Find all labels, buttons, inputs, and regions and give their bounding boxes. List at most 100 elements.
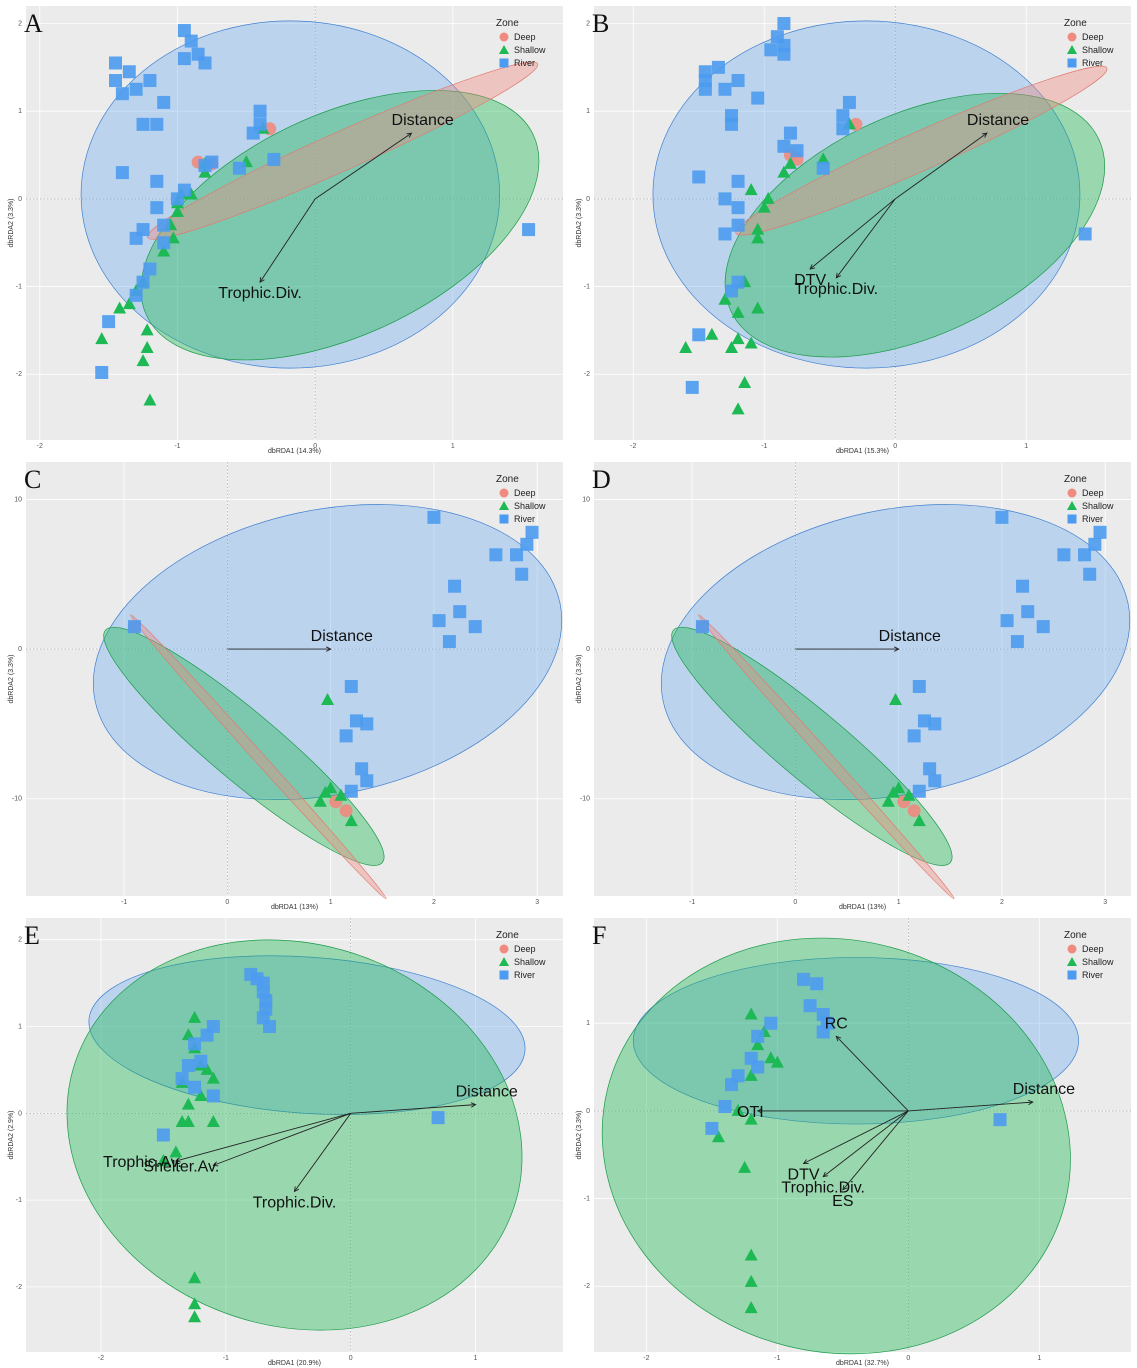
vector-arrow bbox=[314, 132, 412, 200]
y-tick-label: -1 bbox=[16, 284, 22, 291]
point-river bbox=[731, 218, 745, 232]
point-shallow bbox=[95, 332, 109, 345]
vector-label: Distance bbox=[392, 112, 454, 129]
point-river bbox=[200, 1028, 214, 1042]
vector-arrowhead bbox=[981, 132, 988, 138]
legend-title: Zone bbox=[1064, 18, 1087, 29]
x-tick-label: 1 bbox=[1037, 1355, 1041, 1362]
x-tick-label: -2 bbox=[98, 1355, 104, 1362]
vector-label: Distance bbox=[879, 628, 941, 645]
point-river bbox=[175, 1072, 189, 1086]
point-river bbox=[267, 152, 281, 166]
point-river bbox=[718, 1100, 732, 1114]
y-axis-label: dbRDA2 (3.3%) bbox=[576, 198, 583, 247]
point-river bbox=[515, 567, 529, 581]
point-shallow bbox=[679, 340, 693, 353]
point-shallow bbox=[705, 327, 719, 340]
point-river bbox=[525, 525, 539, 539]
point-river bbox=[995, 510, 1009, 524]
point-river bbox=[816, 161, 830, 175]
vector-arrowhead bbox=[293, 1186, 300, 1193]
legend-swatch-shallow bbox=[1067, 957, 1077, 966]
point-shallow bbox=[170, 205, 184, 218]
vector-arrowhead bbox=[470, 1102, 477, 1108]
point-river bbox=[349, 714, 363, 728]
point-shallow bbox=[731, 1103, 745, 1116]
point-river bbox=[432, 614, 446, 628]
point-river bbox=[1036, 620, 1050, 634]
point-river bbox=[718, 192, 732, 206]
legend-label-shallow: Shallow bbox=[1082, 45, 1114, 55]
point-river bbox=[360, 774, 374, 788]
point-river bbox=[170, 192, 184, 206]
plot-background bbox=[594, 6, 1131, 440]
x-axis-label: dbRDA1 (14.3%) bbox=[268, 448, 321, 455]
point-shallow bbox=[751, 231, 765, 244]
point-river bbox=[731, 74, 745, 88]
vector-label: Distance bbox=[1013, 1081, 1075, 1098]
point-river bbox=[1000, 614, 1014, 628]
point-shallow bbox=[731, 305, 745, 318]
vector-arrow bbox=[908, 1101, 1033, 1112]
vector-label: Trophic.Div. bbox=[253, 1194, 337, 1211]
ellipse-deep bbox=[130, 614, 387, 900]
point-shallow bbox=[188, 1271, 202, 1284]
point-river bbox=[718, 227, 732, 241]
vector-label: Distance bbox=[311, 628, 373, 645]
vector-arrowhead bbox=[822, 1171, 829, 1178]
legend-swatch-river bbox=[499, 970, 509, 980]
ellipse-deep bbox=[698, 614, 955, 900]
point-river bbox=[431, 1111, 445, 1125]
ellipse-river bbox=[632, 957, 1079, 1125]
vector-arrowhead bbox=[809, 264, 816, 270]
y-tick-label: 1 bbox=[18, 1024, 22, 1031]
panel-letter: E bbox=[24, 921, 40, 950]
point-river bbox=[692, 328, 706, 342]
point-river bbox=[725, 284, 739, 298]
point-shallow bbox=[188, 1297, 202, 1310]
point-river bbox=[427, 510, 441, 524]
point-river bbox=[836, 109, 850, 123]
legend-label-deep: Deep bbox=[1082, 488, 1104, 498]
point-shallow bbox=[757, 200, 771, 213]
vector-label: Trophic.Div. bbox=[781, 1180, 865, 1197]
x-axis-label: dbRDA1 (32.7%) bbox=[836, 1360, 889, 1367]
point-river bbox=[790, 144, 804, 158]
point-river bbox=[188, 1037, 202, 1051]
y-tick-label: -2 bbox=[584, 1283, 590, 1290]
legend-swatch-river bbox=[1067, 970, 1077, 980]
point-river bbox=[1088, 537, 1102, 551]
panel-f: -2 -1 0 1 1 0 -1 -2 RC Distance OTI DTV ES Trophic.Di… bbox=[568, 912, 1136, 1368]
x-tick-label: -1 bbox=[223, 1355, 229, 1362]
legend-swatch-deep bbox=[499, 944, 509, 954]
point-river bbox=[912, 679, 926, 693]
point-shallow bbox=[881, 794, 895, 807]
point-river bbox=[360, 717, 374, 731]
point-river bbox=[95, 365, 109, 379]
point-shallow bbox=[321, 692, 335, 705]
point-river bbox=[907, 729, 921, 743]
point-river bbox=[783, 126, 797, 140]
y-tick-label: 0 bbox=[18, 646, 22, 653]
panel-letter: B bbox=[592, 9, 609, 38]
ellipse-deep bbox=[147, 61, 539, 240]
point-river bbox=[198, 56, 212, 70]
point-river bbox=[143, 74, 157, 88]
point-shallow bbox=[181, 1028, 195, 1041]
y-tick-label: 2 bbox=[18, 21, 22, 28]
vector-arrow bbox=[803, 1110, 909, 1164]
x-tick-label: 2 bbox=[432, 899, 436, 906]
vector-arrowhead bbox=[842, 1184, 848, 1191]
point-river bbox=[816, 1025, 830, 1039]
legend-swatch-deep bbox=[1067, 488, 1077, 498]
point-shallow bbox=[334, 788, 348, 801]
point-deep bbox=[339, 804, 353, 818]
point-river bbox=[751, 1029, 765, 1043]
point-shallow bbox=[188, 1010, 202, 1023]
ellipse-shallow bbox=[103, 626, 385, 866]
point-shallow bbox=[892, 781, 906, 794]
point-river bbox=[157, 95, 171, 109]
vector-label: DTV bbox=[788, 1166, 820, 1183]
legend-label-river: River bbox=[514, 970, 535, 980]
